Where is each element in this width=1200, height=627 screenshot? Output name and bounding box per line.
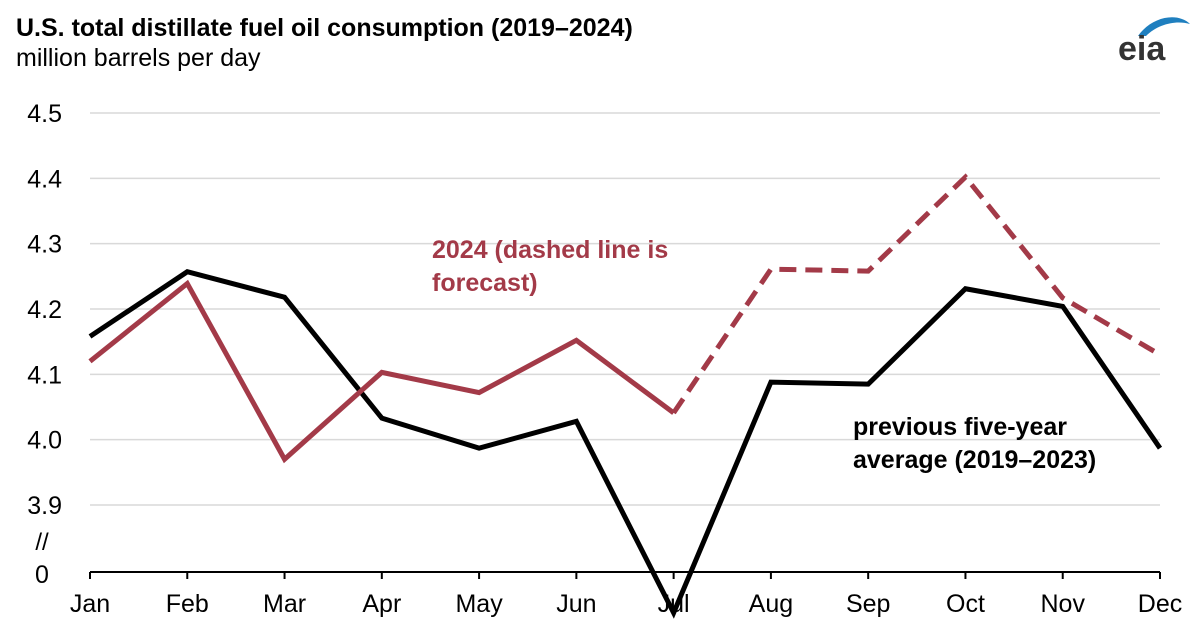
y-tick-label: 4.4: [27, 165, 62, 193]
y-tick-label: 4.0: [27, 427, 62, 455]
five-year-average-line: [88, 269, 1163, 619]
y-tick-label: 4.3: [27, 231, 62, 259]
x-tick-label: Apr: [362, 590, 401, 618]
series-2024-label-line: 2024 (dashed line is: [432, 236, 668, 264]
x-tick-label: Jan: [70, 590, 110, 618]
grid-lines: [90, 112, 1160, 506]
y-tick-label: 3.9: [27, 492, 62, 520]
logo-text: eia: [1118, 30, 1166, 68]
chart-subtitle: million barrels per day: [16, 44, 261, 72]
series-2024-line-actual: [88, 279, 676, 464]
five-year-average-label-line: previous five-year: [853, 413, 1067, 441]
five-year-average-label-line: average (2019–2023): [853, 446, 1096, 474]
x-tick-label: Aug: [749, 590, 793, 618]
x-tick-label: May: [455, 590, 503, 618]
x-axis-ticks: Jan Feb Mar Apr May Jun Jul Aug Sep Oct Nov Dec: [70, 572, 1182, 618]
y-tick-label-zero: 0: [35, 561, 49, 589]
x-tick-label: Nov: [1040, 590, 1085, 618]
x-tick-label: Jun: [556, 590, 596, 618]
x-tick-label: Feb: [166, 590, 209, 618]
x-tick-label: Sep: [846, 590, 890, 618]
x-tick-label: Oct: [946, 590, 985, 618]
series-2024-line-forecast: [671, 173, 1162, 415]
series-lines: [88, 173, 1163, 619]
logo-arc-icon: [1138, 17, 1190, 36]
y-tick-label: 4.1: [27, 361, 62, 389]
five-year-average-label: previous five-year average (2019–2023): [853, 413, 1096, 474]
axis-break-icon: //: [35, 529, 49, 556]
series-2024-label-line: forecast): [432, 269, 538, 297]
chart-title: U.S. total distillate fuel oil consumpti…: [16, 14, 633, 42]
y-tick-label: 4.5: [27, 100, 62, 128]
series-2024-label: 2024 (dashed line is forecast): [432, 236, 668, 297]
eia-logo: eia: [1118, 17, 1190, 68]
x-tick-label: Mar: [263, 590, 306, 618]
x-tick-label: Dec: [1138, 590, 1182, 618]
y-tick-label: 4.2: [27, 296, 62, 324]
series-labels: 2024 (dashed line is forecast) previous fi…: [432, 236, 1096, 474]
y-axis-ticks: 4.5 4.4 4.3 4.2 4.1 4.0 3.9 // 0: [27, 100, 62, 589]
